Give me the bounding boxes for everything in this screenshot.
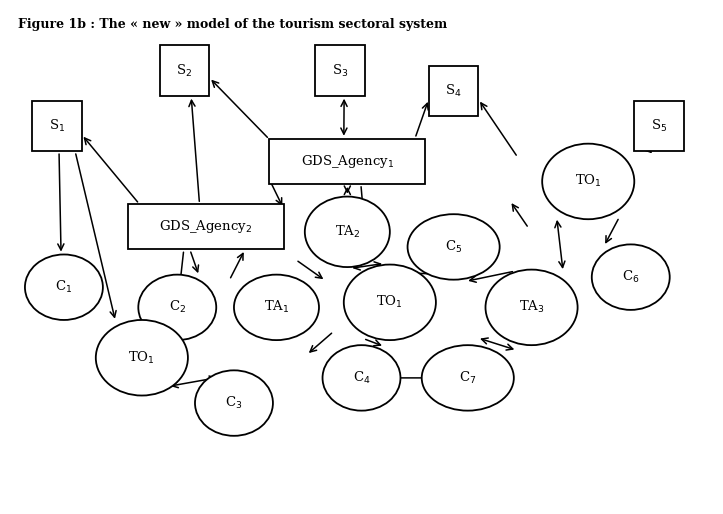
- Text: C$_1$: C$_1$: [55, 279, 72, 295]
- FancyBboxPatch shape: [429, 66, 479, 116]
- Text: TO$_1$: TO$_1$: [377, 295, 403, 310]
- Ellipse shape: [234, 274, 319, 340]
- Ellipse shape: [422, 345, 514, 411]
- Ellipse shape: [195, 370, 273, 436]
- Text: S$_3$: S$_3$: [332, 63, 348, 79]
- Text: S$_2$: S$_2$: [176, 63, 192, 79]
- Text: C$_4$: C$_4$: [353, 370, 370, 386]
- FancyBboxPatch shape: [634, 101, 684, 151]
- Text: S$_1$: S$_1$: [48, 118, 65, 134]
- Text: GDS_Agency$_1$: GDS_Agency$_1$: [301, 153, 394, 170]
- Ellipse shape: [305, 196, 390, 267]
- Text: GDS_Agency$_2$: GDS_Agency$_2$: [159, 218, 252, 235]
- FancyBboxPatch shape: [270, 139, 425, 184]
- Ellipse shape: [95, 320, 188, 396]
- Text: C$_3$: C$_3$: [226, 395, 243, 411]
- Text: TA$_2$: TA$_2$: [335, 224, 360, 240]
- Text: S$_4$: S$_4$: [445, 83, 462, 99]
- Text: S$_5$: S$_5$: [651, 118, 667, 134]
- FancyBboxPatch shape: [32, 101, 82, 151]
- Ellipse shape: [408, 214, 500, 280]
- Text: TA$_1$: TA$_1$: [264, 299, 289, 316]
- Text: TA$_3$: TA$_3$: [518, 299, 544, 316]
- Ellipse shape: [344, 265, 436, 340]
- Text: TO$_1$: TO$_1$: [575, 173, 602, 190]
- Ellipse shape: [542, 143, 634, 219]
- FancyBboxPatch shape: [160, 45, 209, 96]
- Text: TO$_1$: TO$_1$: [129, 350, 155, 366]
- Text: C$_5$: C$_5$: [445, 239, 462, 255]
- Ellipse shape: [591, 244, 669, 310]
- Ellipse shape: [25, 254, 103, 320]
- FancyBboxPatch shape: [128, 204, 283, 249]
- Ellipse shape: [486, 269, 578, 345]
- Text: C$_6$: C$_6$: [622, 269, 640, 285]
- FancyBboxPatch shape: [315, 45, 365, 96]
- Ellipse shape: [322, 345, 401, 411]
- Ellipse shape: [138, 274, 216, 340]
- Text: Figure 1b : The « new » model of the tourism sectoral system: Figure 1b : The « new » model of the tou…: [18, 17, 447, 31]
- Text: C$_2$: C$_2$: [168, 299, 186, 316]
- Text: C$_7$: C$_7$: [459, 370, 476, 386]
